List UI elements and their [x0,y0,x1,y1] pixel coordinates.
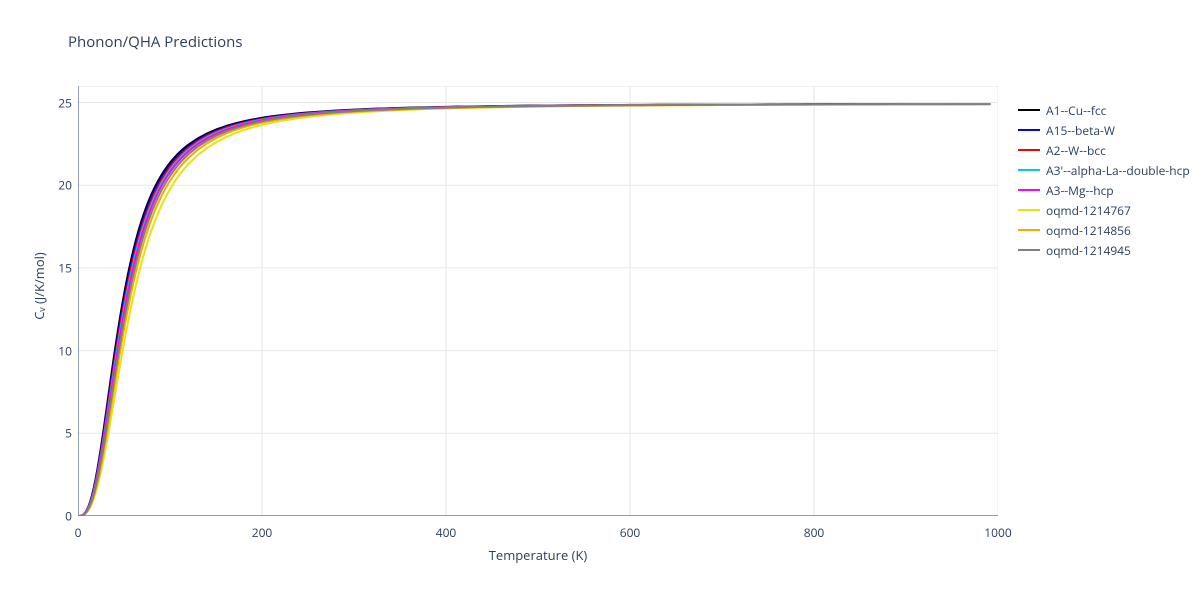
legend-item[interactable]: oqmd-1214767 [1018,200,1190,220]
legend-swatch [1018,249,1040,251]
legend-swatch [1018,109,1040,111]
x-tick-label: 800 [804,524,825,541]
x-tick-label: 200 [252,524,273,541]
legend-swatch [1018,209,1040,211]
legend-item[interactable]: oqmd-1214856 [1018,220,1190,240]
y-tick-label: 0 [50,508,72,525]
y-axis-label: Cᵥ (J/K/mol) [30,226,48,346]
chart-container: Phonon/QHA Predictions Temperature (K) C… [0,0,1200,600]
chart-title: Phonon/QHA Predictions [68,32,243,52]
legend-label: A1--Cu--fcc [1046,102,1106,119]
legend-swatch [1018,189,1040,191]
y-tick-label: 10 [50,342,72,359]
legend-label: A3--Mg--hcp [1046,182,1114,199]
y-tick-label: 20 [50,177,72,194]
x-axis-label: Temperature (K) [478,546,598,564]
legend-label: A3'--alpha-La--double-hcp [1046,162,1190,179]
legend-item[interactable]: A3--Mg--hcp [1018,180,1190,200]
x-tick-label: 400 [436,524,457,541]
x-tick-label: 600 [620,524,641,541]
y-tick-label: 25 [50,94,72,111]
legend-label: A15--beta-W [1046,122,1115,139]
legend-label: oqmd-1214856 [1046,222,1131,239]
chart-svg [78,86,998,516]
legend-swatch [1018,149,1040,151]
x-tick-label: 0 [75,524,82,541]
legend-swatch [1018,229,1040,231]
legend-item[interactable]: A3'--alpha-La--double-hcp [1018,160,1190,180]
legend-label: A2--W--bcc [1046,142,1106,159]
legend-label: oqmd-1214945 [1046,242,1131,259]
plot-background [78,86,998,516]
legend-item[interactable]: oqmd-1214945 [1018,240,1190,260]
legend: A1--Cu--fcc A15--beta-W A2--W--bcc A3'--alp… [1018,100,1190,260]
legend-swatch [1018,129,1040,131]
legend-item[interactable]: A1--Cu--fcc [1018,100,1190,120]
y-tick-label: 5 [50,425,72,442]
legend-item[interactable]: A15--beta-W [1018,120,1190,140]
legend-label: oqmd-1214767 [1046,202,1131,219]
legend-item[interactable]: A2--W--bcc [1018,140,1190,160]
legend-swatch [1018,169,1040,171]
y-tick-label: 15 [50,259,72,276]
x-tick-label: 1000 [984,524,1011,541]
plot-area [78,86,998,516]
